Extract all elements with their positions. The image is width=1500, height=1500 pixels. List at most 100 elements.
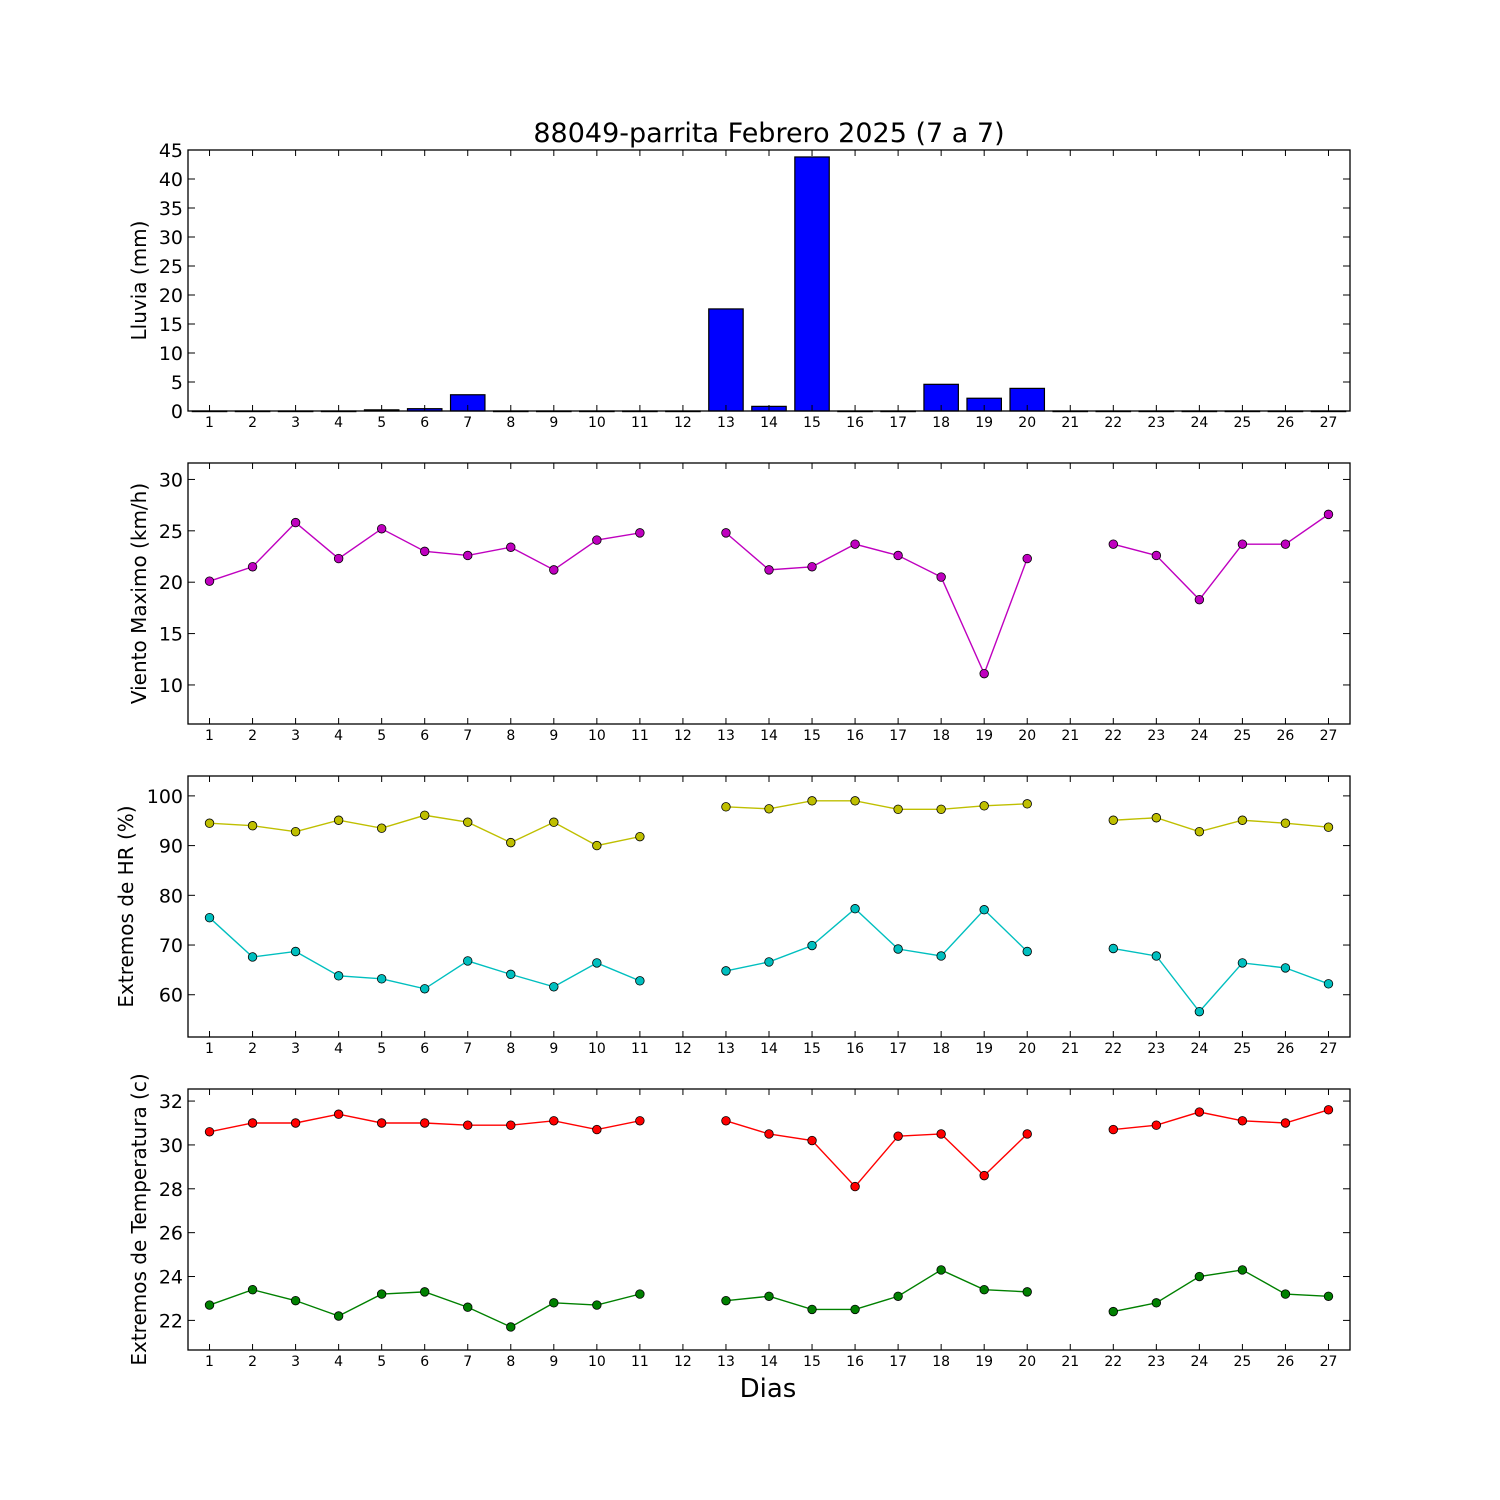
x-tick-label: 7 — [463, 1354, 472, 1370]
y-tick-label: 35 — [159, 198, 183, 220]
series-1-point-day-4 — [333, 815, 344, 825]
y-tick-label: 26 — [159, 1223, 183, 1245]
series-1-point-day-14 — [764, 804, 774, 814]
x-tick-label: 24 — [1190, 1354, 1208, 1370]
y-axis-label: Extremos de HR (%) — [114, 805, 138, 1007]
series-1-point-day-19 — [979, 1170, 989, 1181]
series-1-point-day-7 — [463, 817, 473, 827]
x-tick-label: 23 — [1147, 1354, 1165, 1370]
series-2-point-day-8 — [506, 969, 516, 980]
series-2-point-day-2 — [247, 1284, 258, 1295]
series-1-point-day-25 — [1237, 815, 1248, 825]
x-tick-label: 17 — [889, 415, 907, 431]
series-1-line — [1113, 1109, 1329, 1131]
x-tick-label: 22 — [1104, 1354, 1122, 1370]
series-1-point-day-16 — [850, 1181, 860, 1192]
x-tick-label: 24 — [1190, 728, 1208, 744]
x-tick-label: 8 — [506, 415, 515, 431]
y-tick-label: 30 — [159, 469, 183, 491]
y-axis-label: Extremos de Temperatura (c) — [127, 1073, 151, 1365]
series-2-line — [725, 1269, 1028, 1311]
x-tick-label: 19 — [975, 1041, 993, 1057]
x-tick-label: 10 — [588, 415, 606, 431]
x-tick-label: 21 — [1061, 1041, 1079, 1057]
x-tick-label: 16 — [846, 1354, 864, 1370]
series-2-point-day-27 — [1323, 1291, 1334, 1301]
y-tick-label: 28 — [159, 1179, 183, 1201]
x-tick-label: 26 — [1277, 415, 1295, 431]
series-2-point-day-10 — [592, 1300, 602, 1310]
series-1-point-day-24 — [1194, 1107, 1205, 1117]
series-1-point-day-1 — [204, 818, 215, 828]
series-2-point-day-9 — [549, 1298, 559, 1308]
series-2-point-day-17 — [893, 944, 903, 954]
series-2-point-day-6 — [420, 984, 430, 994]
series-2-point-day-24 — [1194, 1271, 1205, 1282]
x-tick-label: 5 — [377, 1041, 386, 1057]
x-tick-label: 14 — [760, 1041, 778, 1057]
x-tick-label: 14 — [760, 415, 778, 431]
x-tick-label: 18 — [932, 728, 950, 744]
x-tick-label: 11 — [631, 1041, 649, 1057]
y-tick-label: 32 — [159, 1091, 183, 1113]
x-tick-label: 4 — [334, 1041, 343, 1057]
x-tick-label: 17 — [889, 1354, 907, 1370]
x-tick-label: 17 — [889, 728, 907, 744]
series-2-line — [725, 907, 1028, 972]
series-1-point-day-5 — [376, 1118, 387, 1128]
series-1-point-day-4 — [333, 553, 344, 564]
y-tick-label: 100 — [147, 786, 183, 808]
series-1-point-day-15 — [807, 1135, 817, 1146]
series-2-point-day-18 — [936, 1265, 946, 1275]
series-2-point-day-13 — [721, 1295, 731, 1306]
series-2-point-day-1 — [204, 912, 215, 923]
y-tick-label: 22 — [159, 1310, 183, 1332]
series-1-point-day-24 — [1194, 826, 1205, 837]
series-1-point-day-10 — [592, 535, 602, 545]
series-1-point-day-20 — [1022, 799, 1032, 809]
x-tick-label: 18 — [932, 415, 950, 431]
x-tick-label: 4 — [334, 1354, 343, 1370]
x-tick-label: 20 — [1018, 1041, 1036, 1057]
x-tick-label: 20 — [1018, 728, 1036, 744]
x-tick-label: 16 — [846, 415, 864, 431]
y-axis-label: Viento Maximo (km/h) — [127, 483, 151, 704]
series-1-point-day-16 — [850, 539, 860, 549]
x-tick-label: 15 — [803, 1041, 821, 1057]
series-1-point-day-27 — [1323, 509, 1334, 520]
series-1-point-day-26 — [1280, 539, 1291, 549]
x-tick-label: 11 — [631, 1354, 649, 1370]
x-tick-label: 10 — [588, 728, 606, 744]
x-tick-label: 11 — [631, 415, 649, 431]
x-tick-label: 7 — [463, 1041, 472, 1057]
x-tick-label: 25 — [1233, 1041, 1251, 1057]
series-1-point-day-22 — [1108, 539, 1118, 549]
series-1-point-day-6 — [420, 1118, 430, 1128]
x-tick-label: 20 — [1018, 1354, 1036, 1370]
series-1-point-day-17 — [893, 1131, 903, 1141]
x-tick-label: 19 — [975, 728, 993, 744]
x-tick-label: 6 — [420, 415, 429, 431]
series-1-point-day-7 — [463, 1120, 473, 1130]
series-1-point-day-14 — [764, 1129, 774, 1139]
y-tick-label: 24 — [159, 1267, 183, 1289]
y-tick-label: 60 — [159, 985, 183, 1007]
series-2-point-day-20 — [1022, 946, 1032, 957]
x-tick-label: 16 — [846, 728, 864, 744]
x-tick-label: 8 — [506, 728, 515, 744]
x-tick-label: 23 — [1147, 728, 1165, 744]
x-tick-label: 6 — [420, 728, 429, 744]
x-tick-label: 15 — [803, 415, 821, 431]
series-1-point-day-15 — [807, 562, 817, 572]
series-1-point-day-23 — [1151, 550, 1162, 561]
series-2-point-day-4 — [333, 971, 344, 981]
series-1-point-day-26 — [1280, 818, 1291, 828]
series-2-point-day-8 — [506, 1322, 516, 1332]
x-tick-label: 22 — [1104, 1041, 1122, 1057]
y-tick-label: 40 — [159, 169, 183, 191]
series-2-point-day-15 — [807, 1304, 817, 1315]
x-tick-label: 3 — [291, 1354, 300, 1370]
